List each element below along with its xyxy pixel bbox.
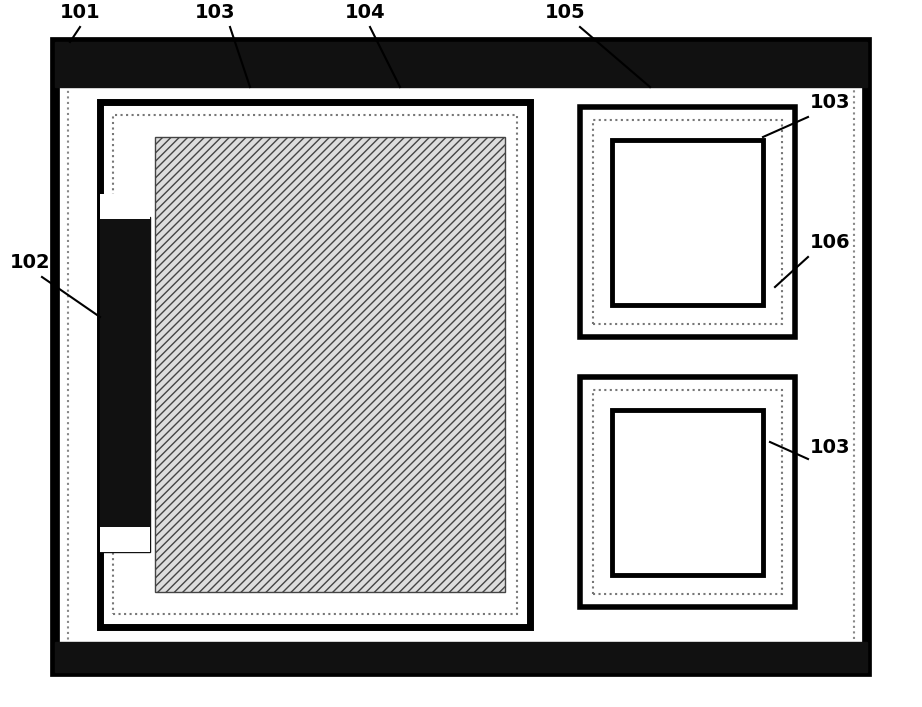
Bar	[612, 410, 763, 575]
Text: 104: 104	[345, 3, 385, 22]
Bar	[55, 642, 867, 672]
Bar	[68, 54, 854, 659]
Bar	[113, 115, 517, 614]
Bar	[612, 140, 763, 305]
Bar	[55, 42, 867, 87]
Bar	[100, 527, 150, 552]
Text: 103: 103	[810, 93, 850, 112]
Text: 106: 106	[810, 233, 851, 252]
Bar	[55, 42, 867, 672]
Text: 102: 102	[10, 253, 51, 272]
Bar	[155, 137, 505, 592]
Text: 101: 101	[60, 3, 100, 22]
Bar	[100, 102, 530, 627]
Bar	[100, 194, 150, 219]
Bar	[593, 120, 782, 324]
Bar	[580, 377, 795, 607]
Text: 105: 105	[545, 3, 585, 22]
Bar	[593, 390, 782, 594]
Text: 103: 103	[810, 438, 850, 457]
Text: 103: 103	[195, 3, 235, 22]
Bar	[580, 107, 795, 337]
Bar	[100, 217, 150, 552]
